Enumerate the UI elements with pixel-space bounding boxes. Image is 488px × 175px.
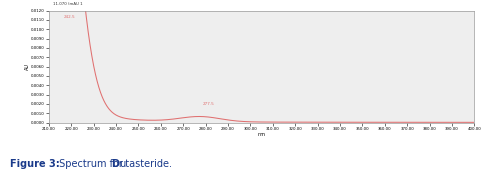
Text: 11.070 (mAU 1: 11.070 (mAU 1	[53, 2, 82, 6]
Text: 242.5: 242.5	[63, 15, 75, 19]
X-axis label: nm: nm	[257, 132, 265, 137]
Text: 277.5: 277.5	[202, 102, 214, 106]
Text: D: D	[111, 159, 119, 169]
Y-axis label: AU: AU	[24, 63, 30, 70]
Text: utasteride.: utasteride.	[119, 159, 172, 169]
Text: Spectrum for: Spectrum for	[56, 159, 126, 169]
Text: Figure 3:: Figure 3:	[10, 159, 60, 169]
